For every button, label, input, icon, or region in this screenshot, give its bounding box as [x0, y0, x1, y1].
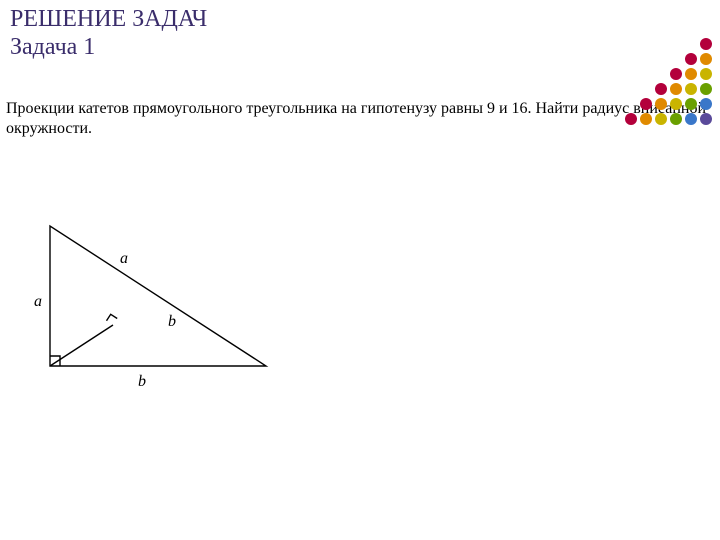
label-a: a	[34, 293, 42, 310]
dot	[700, 68, 712, 80]
dot	[670, 98, 682, 110]
label-b-sub: b	[168, 313, 176, 330]
dot	[700, 83, 712, 95]
dot	[685, 83, 697, 95]
dot	[655, 113, 667, 125]
dot	[685, 68, 697, 80]
dot-row	[622, 53, 712, 68]
dot	[685, 98, 697, 110]
dot-row	[622, 83, 712, 98]
dot	[640, 98, 652, 110]
triangle-figure: a b a b	[28, 218, 288, 398]
dot	[670, 83, 682, 95]
dot	[670, 113, 682, 125]
right-angle-altitude	[107, 314, 118, 321]
dot-row	[622, 98, 712, 113]
heading: РЕШЕНИЕ ЗАДАЧ Задача 1	[0, 0, 720, 61]
dot	[700, 53, 712, 65]
triangle-svg: a b a b	[28, 218, 288, 393]
heading-line-1: РЕШЕНИЕ ЗАДАЧ	[10, 6, 720, 34]
dot	[700, 38, 712, 50]
dot-row	[622, 38, 712, 53]
dot	[655, 83, 667, 95]
dot	[640, 113, 652, 125]
dot	[625, 113, 637, 125]
dot	[685, 113, 697, 125]
label-b: b	[138, 373, 146, 390]
heading-line-2: Задача 1	[10, 34, 720, 62]
dot	[700, 98, 712, 110]
dot-row	[622, 113, 712, 128]
corner-dots	[622, 38, 712, 128]
dot	[700, 113, 712, 125]
dot	[685, 53, 697, 65]
dot-row	[622, 68, 712, 83]
label-a-sub: a	[120, 250, 128, 267]
dot	[670, 68, 682, 80]
problem-text: Проекции катетов прямоугольного треуголь…	[0, 61, 720, 139]
dot	[655, 98, 667, 110]
